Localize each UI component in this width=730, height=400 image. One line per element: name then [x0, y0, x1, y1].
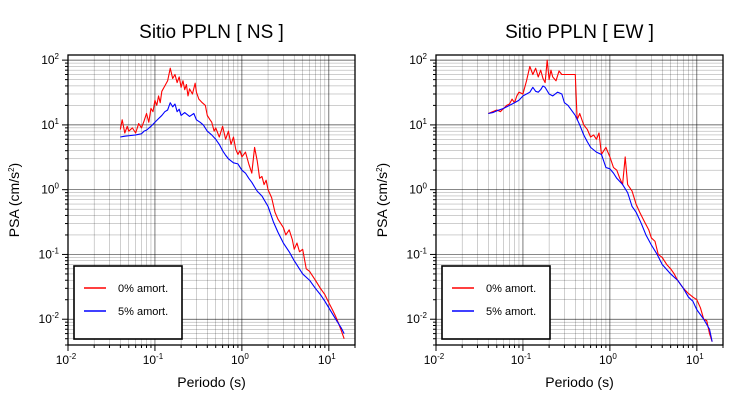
x-tick-label: 101 — [318, 352, 336, 367]
x-tick-label: 100 — [231, 352, 249, 367]
y-tick-label: 10-1 — [407, 246, 428, 261]
chart-panel-1: 10-2 10-1 100 101 10-2 10-1 100 101 102 Sitio PPL… — [6, 22, 356, 390]
y-tick-label: 10-1 — [39, 246, 60, 261]
tick-marks — [430, 59, 724, 351]
tick-marks — [62, 59, 356, 351]
legend-box — [441, 265, 551, 340]
chart-panel-2: 10-2 10-1 100 101 10-2 10-1 100 101 102 Sitio PPL… — [374, 22, 724, 390]
y-tick-label: 10-2 — [39, 311, 60, 326]
series-group — [119, 67, 345, 339]
chart-title: Sitio PPLN [ NS ] — [139, 22, 284, 43]
legend-label-2: 5% amort. — [486, 306, 536, 318]
x-tick-label: 101 — [686, 352, 704, 367]
chart-title: Sitio PPLN [ EW ] — [505, 22, 654, 43]
x-tick-label: 10-1 — [143, 352, 164, 367]
x-axis-label: Periodo (s) — [545, 374, 613, 390]
y-axis-label: PSA (cm/s2) — [6, 163, 22, 237]
series-group — [488, 59, 713, 342]
series-line-1 — [488, 59, 713, 342]
y-tick-label: 100 — [41, 182, 59, 197]
y-tick-label: 102 — [409, 52, 427, 67]
x-tick-label: 10-1 — [511, 352, 532, 367]
legend: 0% amort. 5% amort. — [441, 265, 551, 340]
x-tick-label: 10-2 — [56, 352, 77, 367]
x-tick-label: 10-2 — [424, 352, 445, 367]
x-tick-label: 100 — [599, 352, 617, 367]
y-axis-label: PSA (cm/s2) — [374, 163, 390, 237]
y-tick-label: 101 — [409, 117, 427, 132]
series-line-2 — [120, 102, 345, 334]
series-line-2 — [488, 85, 713, 342]
legend-box — [73, 265, 183, 340]
legend-label-1: 0% amort. — [118, 283, 168, 295]
y-tick-label: 102 — [41, 52, 59, 67]
y-tick-label: 10-2 — [407, 311, 428, 326]
legend: 0% amort. 5% amort. — [73, 265, 183, 340]
y-tick-label: 100 — [409, 182, 427, 197]
legend-label-2: 5% amort. — [118, 306, 168, 318]
series-line-1 — [119, 67, 345, 339]
legend-label-1: 0% amort. — [486, 283, 536, 295]
x-axis-label: Periodo (s) — [177, 374, 245, 390]
y-tick-label: 101 — [41, 117, 59, 132]
